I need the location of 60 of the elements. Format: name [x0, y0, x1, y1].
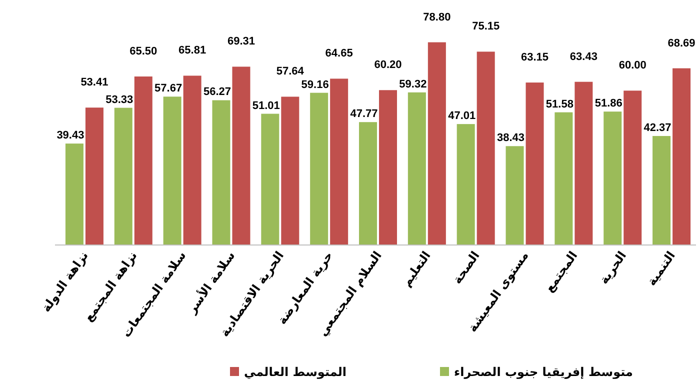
bar — [114, 108, 132, 245]
legend-label: متوسط إفريقيا جنوب الصحراء — [454, 365, 633, 379]
x-tick-label: الحرية — [596, 248, 630, 287]
data-label: 38.43 — [497, 132, 525, 144]
bar — [281, 96, 300, 245]
bar — [652, 136, 671, 245]
data-label: 56.27 — [203, 86, 231, 98]
data-label: 60.00 — [618, 60, 646, 72]
bar — [310, 92, 328, 245]
data-label: 69.31 — [227, 36, 255, 48]
x-tick-label: نزاهة الدولة — [38, 248, 91, 315]
data-label: 60.20 — [374, 59, 402, 72]
data-label: 65.50 — [130, 45, 158, 58]
bar — [163, 96, 182, 245]
x-tick-label: المجتمع — [542, 248, 580, 295]
data-label: 64.65 — [325, 48, 353, 60]
x-tick-label: التعليم — [399, 248, 434, 290]
data-label: 51.86 — [594, 98, 622, 110]
bar — [359, 122, 377, 245]
data-label: 78.80 — [423, 11, 451, 24]
bar — [506, 146, 524, 245]
bar — [428, 42, 446, 245]
bar — [85, 108, 104, 245]
data-label: 57.64 — [276, 66, 305, 78]
data-label: 59.32 — [399, 78, 427, 90]
bar — [212, 100, 230, 245]
data-label: 65.81 — [178, 44, 206, 57]
bar — [134, 76, 152, 245]
data-label: 47.01 — [448, 110, 476, 122]
data-label: 51.01 — [252, 100, 280, 112]
bar — [624, 90, 642, 245]
data-label: 57.67 — [154, 82, 182, 95]
data-label: 68.69 — [668, 37, 696, 50]
bar — [261, 114, 280, 245]
x-tick-label: الصحة — [450, 248, 482, 287]
data-label: 59.16 — [301, 78, 329, 91]
data-label: 51.58 — [546, 98, 574, 110]
bar — [526, 82, 544, 245]
data-label: 42.37 — [644, 122, 672, 134]
data-label: 63.43 — [570, 50, 598, 63]
bar — [408, 92, 426, 245]
bar — [604, 112, 622, 245]
data-label: 47.77 — [350, 108, 378, 120]
bar — [672, 68, 691, 245]
bar — [574, 82, 593, 245]
data-label: 39.43 — [56, 130, 84, 142]
bar — [232, 66, 250, 245]
bar — [330, 78, 348, 245]
bar — [554, 112, 573, 245]
bar — [476, 52, 495, 245]
bar — [183, 76, 202, 245]
data-label: 75.15 — [472, 20, 500, 33]
data-label: 53.41 — [80, 76, 108, 89]
bar — [379, 90, 397, 245]
bar — [65, 144, 84, 245]
bar — [456, 124, 475, 245]
data-label: 63.15 — [521, 52, 549, 64]
legend-label: المتوسط العالمي — [244, 365, 347, 379]
x-tick-label: التنمية — [644, 248, 678, 288]
data-label: 53.33 — [106, 94, 134, 106]
